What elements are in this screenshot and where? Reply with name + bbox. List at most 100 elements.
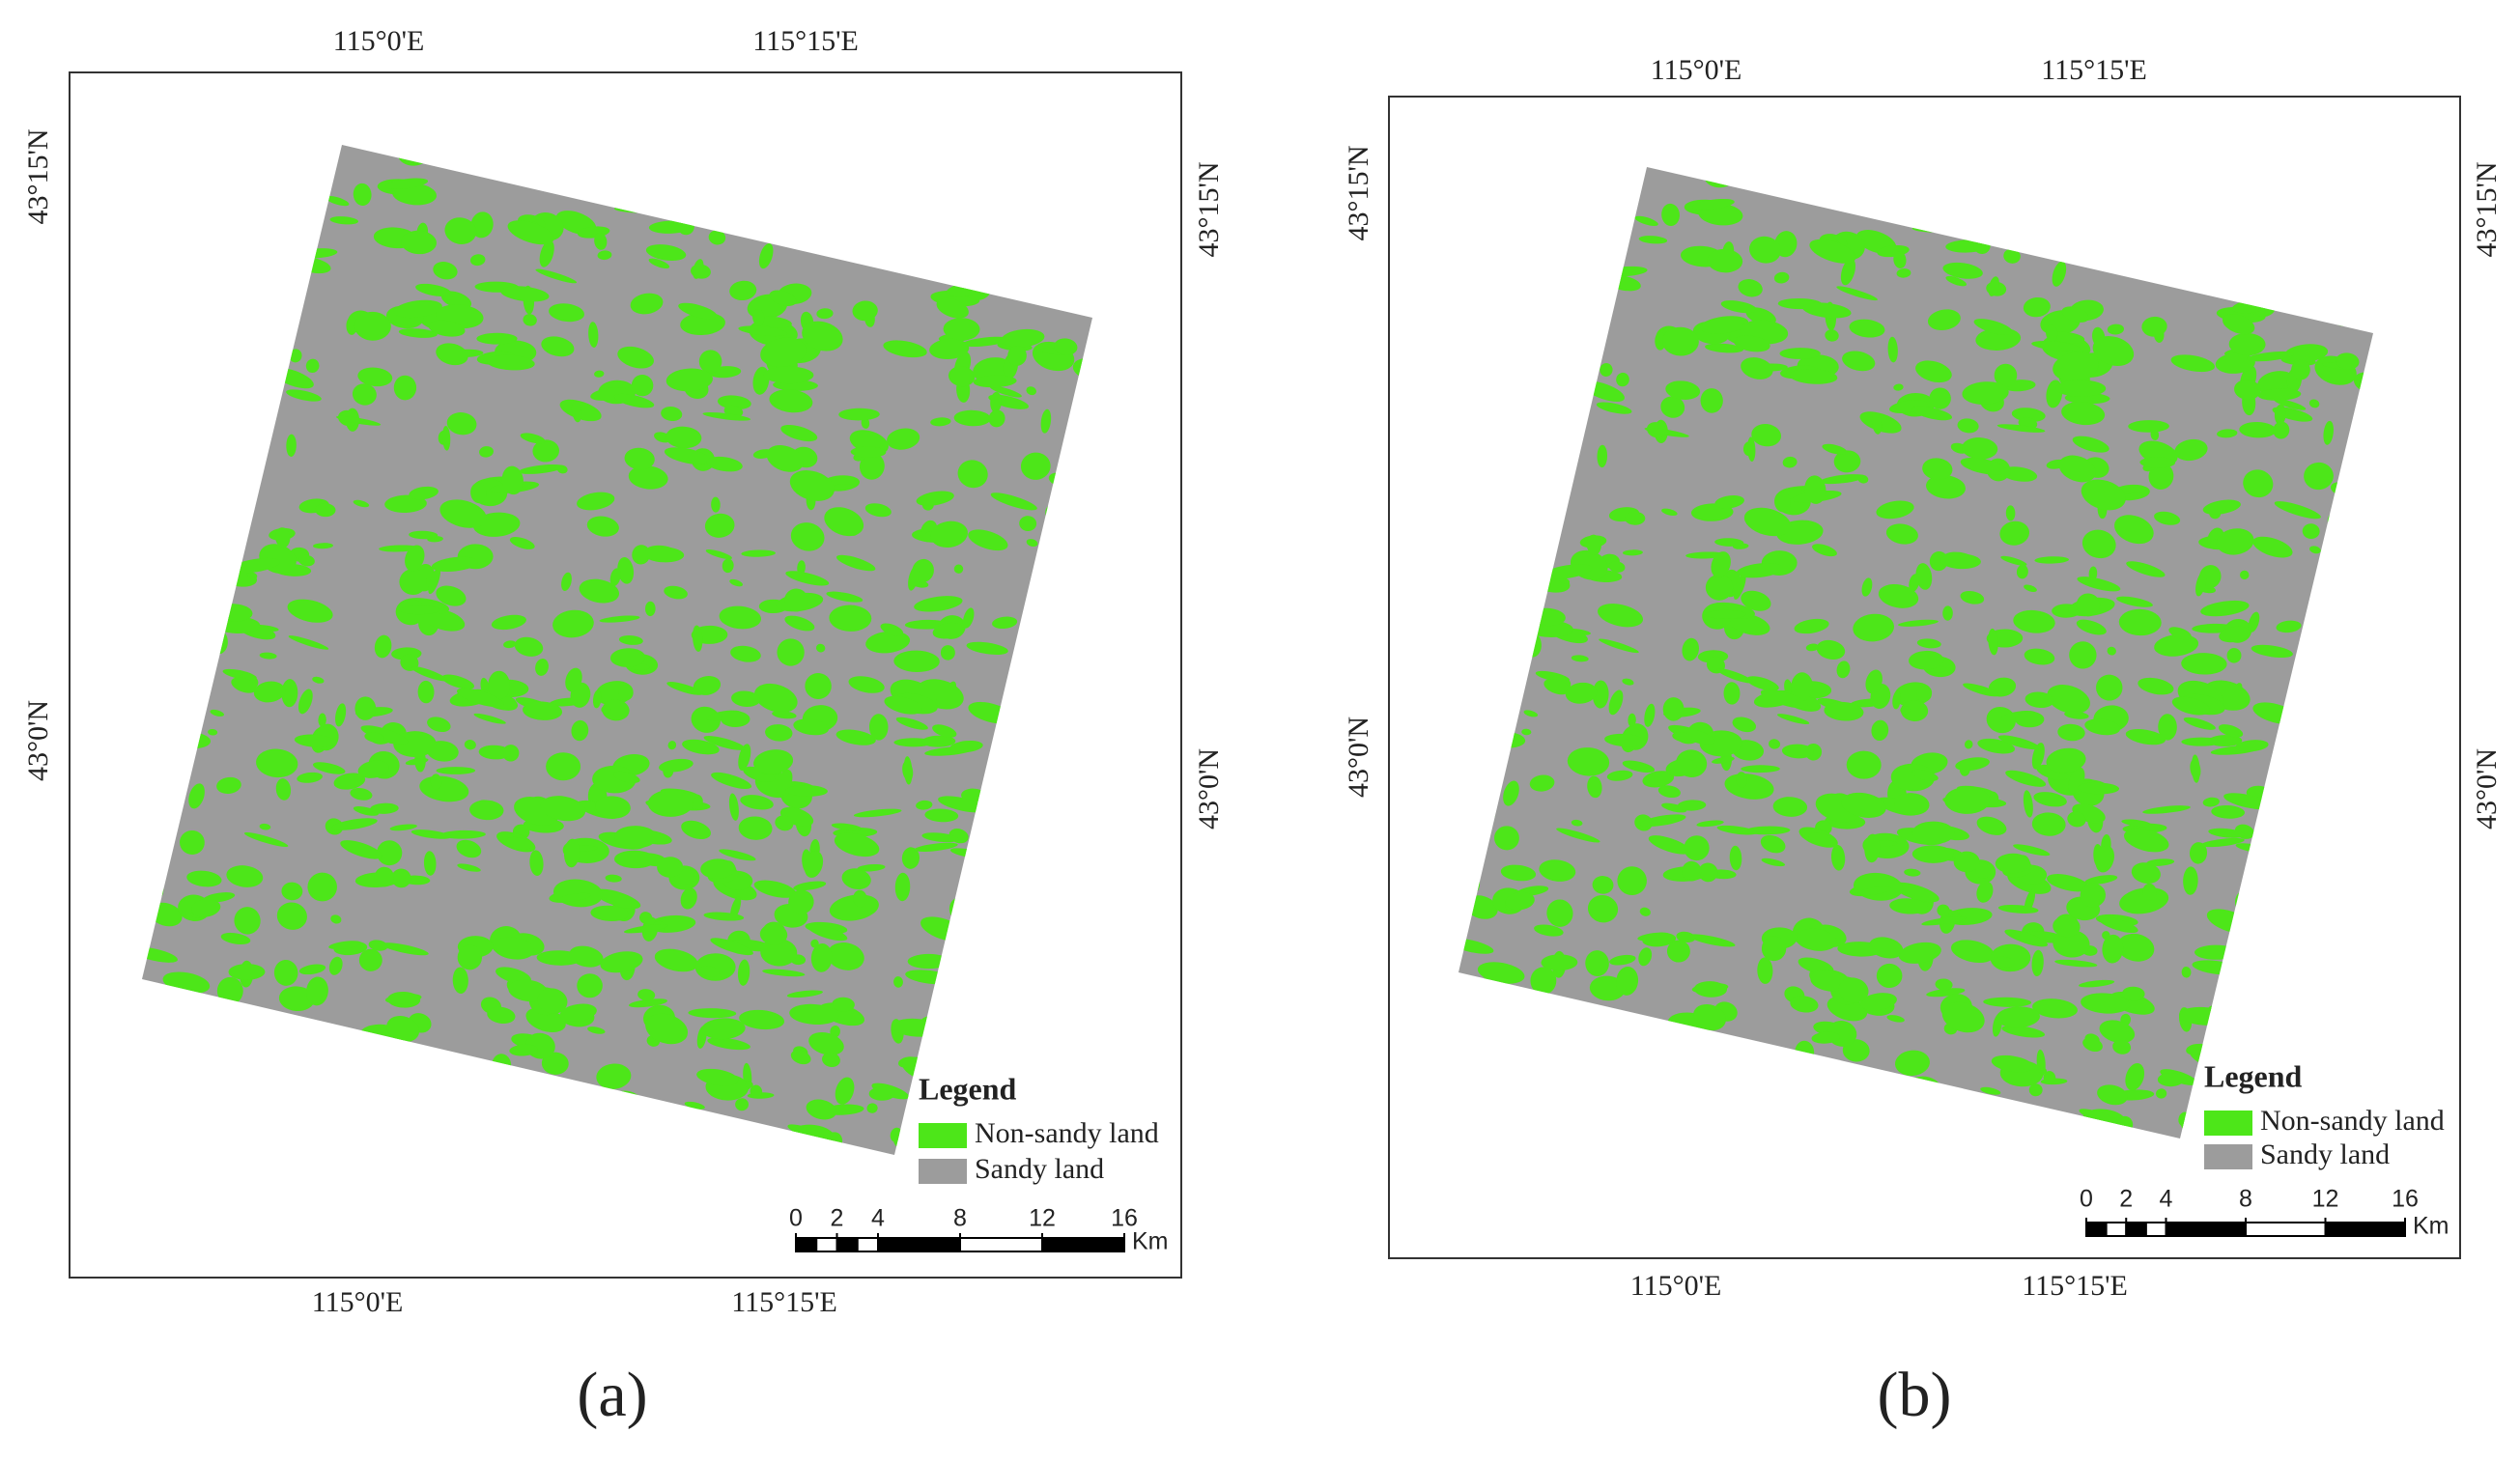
non-sandy-patch	[1915, 360, 1952, 383]
non-sandy-patch	[2321, 1090, 2332, 1099]
non-sandy-patch	[456, 839, 482, 858]
non-sandy-patch	[2131, 862, 2161, 884]
non-sandy-patch	[1018, 936, 1053, 959]
non-sandy-patch	[1893, 251, 1907, 268]
non-sandy-patch	[2053, 351, 2099, 381]
non-sandy-patch	[496, 967, 531, 984]
non-sandy-patch	[352, 383, 377, 406]
non-sandy-patch	[753, 749, 794, 774]
non-sandy-patch	[1006, 807, 1050, 836]
bottom-lon-label: 115°0'E	[312, 1286, 404, 1318]
non-sandy-patch	[1523, 710, 1539, 717]
non-sandy-patch	[902, 761, 914, 781]
non-sandy-patch	[2038, 1067, 2048, 1075]
non-sandy-patch	[1983, 997, 2031, 1007]
non-sandy-patch	[1808, 832, 1834, 846]
non-sandy-patch	[1460, 217, 1486, 239]
non-sandy-patch	[1942, 262, 1983, 279]
non-sandy-patch	[147, 358, 176, 388]
non-sandy-patch	[2281, 167, 2320, 181]
non-sandy-patch	[1648, 1038, 1666, 1053]
non-sandy-patch	[1782, 1105, 1826, 1113]
non-sandy-patch	[428, 568, 440, 595]
non-sandy-patch	[2226, 648, 2242, 663]
non-sandy-patch	[617, 557, 635, 584]
non-sandy-patch	[1639, 907, 1651, 916]
non-sandy-patch	[989, 385, 1022, 398]
non-sandy-patch	[2336, 843, 2372, 858]
non-sandy-patch	[943, 318, 980, 341]
non-sandy-patch	[2024, 584, 2037, 592]
non-sandy-patch	[577, 973, 603, 998]
non-sandy-patch	[210, 709, 224, 717]
non-sandy-patch	[1568, 309, 1579, 326]
non-sandy-patch	[2252, 203, 2287, 218]
non-sandy-patch	[218, 374, 253, 391]
non-sandy-patch	[1880, 194, 1914, 211]
non-sandy-patch	[998, 159, 1043, 179]
non-sandy-patch	[319, 1114, 355, 1131]
non-sandy-patch	[2301, 928, 2336, 950]
non-sandy-patch	[1467, 303, 1503, 314]
non-sandy-patch	[2285, 202, 2308, 221]
non-sandy-patch	[346, 316, 357, 335]
non-sandy-patch	[1772, 797, 1808, 817]
non-sandy-patch	[1524, 1120, 1566, 1139]
non-sandy-patch	[1458, 742, 1477, 771]
non-sandy-patch	[923, 1037, 970, 1052]
non-sandy-patch	[1975, 862, 1991, 879]
non-sandy-patch	[2280, 247, 2299, 275]
non-sandy-patch	[1825, 329, 1839, 342]
non-sandy-patch	[1822, 443, 1848, 455]
non-sandy-patch	[2263, 914, 2292, 930]
non-sandy-patch	[834, 832, 880, 858]
non-sandy-patch	[2013, 844, 2051, 857]
non-sandy-patch	[142, 1134, 190, 1155]
non-sandy-patch	[1738, 279, 1763, 297]
non-sandy-patch	[187, 228, 211, 249]
non-sandy-patch	[2257, 388, 2302, 401]
non-sandy-patch	[777, 638, 805, 666]
non-sandy-patch	[984, 770, 1024, 792]
non-sandy-patch	[382, 942, 429, 956]
non-sandy-patch	[1522, 522, 1536, 542]
non-sandy-patch	[1942, 605, 1953, 621]
non-sandy-patch	[599, 615, 640, 623]
non-sandy-patch	[816, 308, 834, 320]
non-sandy-patch	[1026, 539, 1038, 548]
non-sandy-patch	[1628, 1099, 1664, 1116]
non-sandy-patch	[1994, 363, 2018, 387]
non-sandy-patch	[1586, 534, 1601, 555]
non-sandy-patch	[2072, 436, 2109, 453]
non-sandy-patch	[1574, 1106, 1594, 1124]
non-sandy-patch	[1463, 821, 1474, 837]
non-sandy-patch	[2069, 641, 2097, 669]
non-sandy-patch	[329, 216, 359, 225]
non-sandy-patch	[1892, 690, 1901, 710]
non-sandy-patch	[965, 998, 990, 1015]
non-sandy-patch	[1581, 1032, 1624, 1048]
non-sandy-patch	[2024, 691, 2054, 709]
non-sandy-patch	[2291, 359, 2310, 380]
non-sandy-patch	[710, 938, 753, 956]
non-sandy-patch	[413, 1128, 463, 1153]
non-sandy-patch	[1562, 200, 1609, 211]
non-sandy-patch	[977, 259, 1006, 270]
non-sandy-patch	[2242, 947, 2259, 968]
non-sandy-patch	[326, 195, 350, 207]
non-sandy-patch	[246, 571, 258, 578]
non-sandy-patch	[384, 993, 422, 1004]
non-sandy-patch	[877, 237, 924, 263]
non-sandy-patch	[821, 1052, 840, 1068]
non-sandy-patch	[769, 290, 797, 306]
non-sandy-patch	[1000, 916, 1016, 926]
non-sandy-patch	[1723, 682, 1741, 705]
non-sandy-patch	[1608, 561, 1626, 573]
non-sandy-patch	[258, 259, 284, 267]
legend-label: Sandy land	[2260, 1139, 2390, 1170]
non-sandy-patch	[1617, 866, 1647, 896]
non-sandy-patch	[807, 924, 848, 942]
non-sandy-patch	[713, 145, 734, 163]
non-sandy-patch	[786, 990, 823, 998]
non-sandy-patch	[1541, 194, 1552, 216]
